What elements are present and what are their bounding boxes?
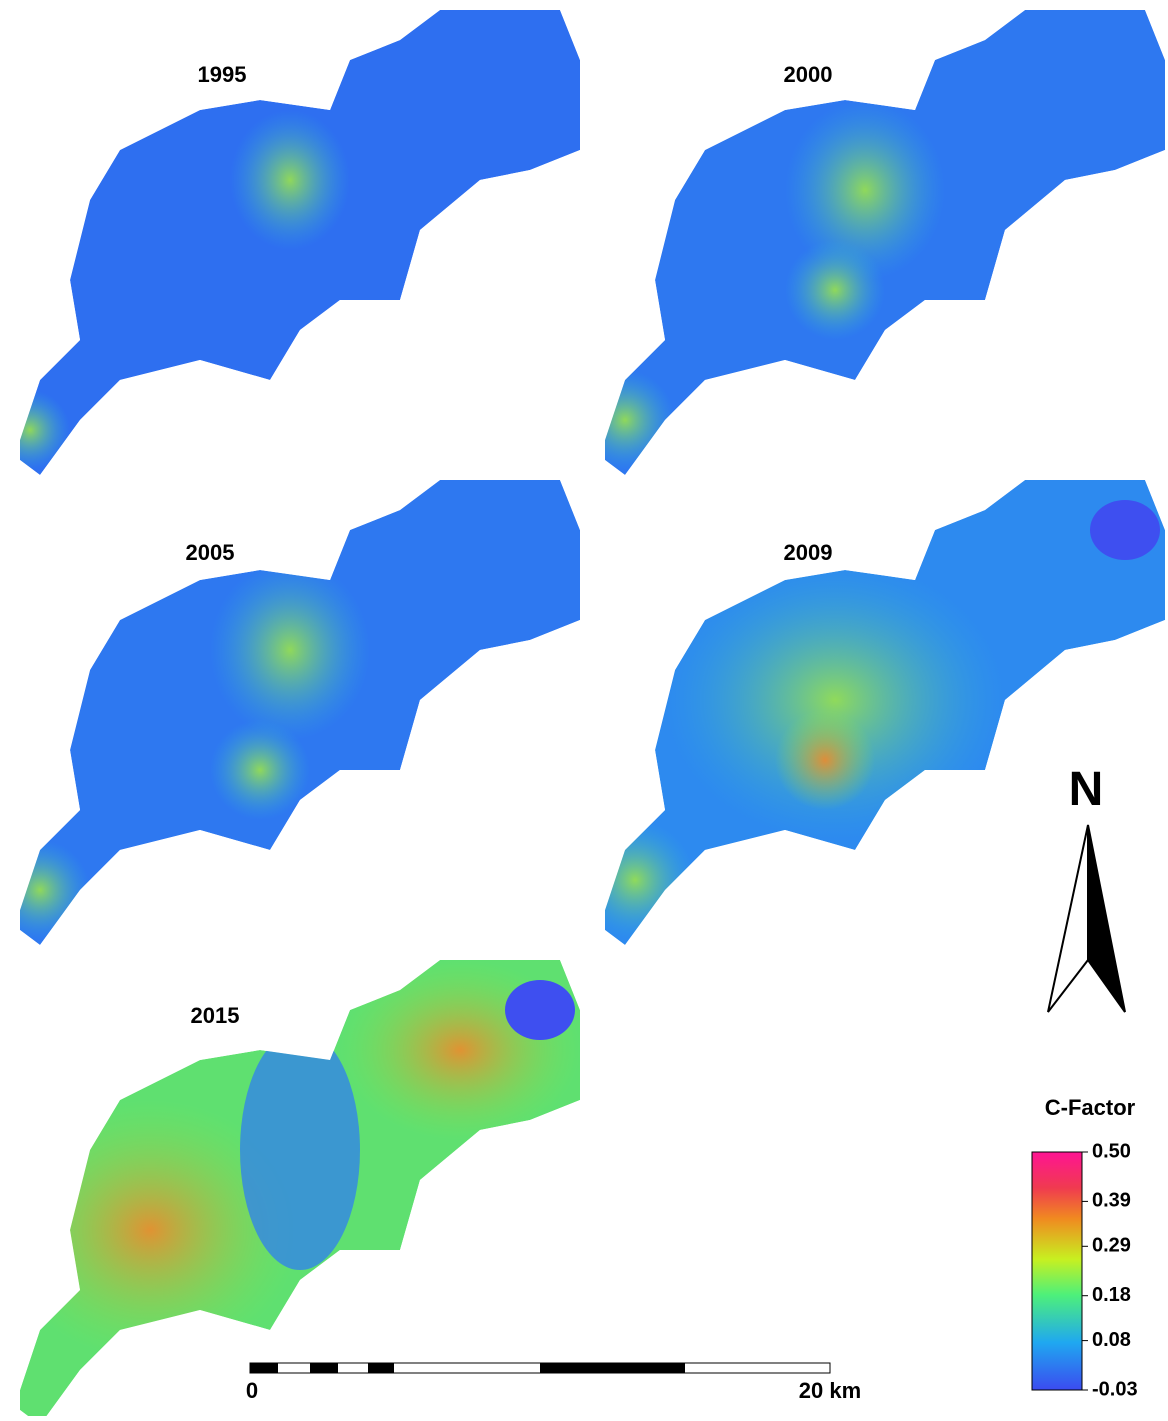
map-1995 [0,10,580,475]
panel-title: 2000 [784,62,833,87]
legend-tick-label: 0.29 [1092,1235,1131,1257]
legend-tick-label: 0.39 [1092,1190,1131,1212]
panel-title: 1995 [198,62,247,87]
legend-tick-label: -0.03 [1092,1378,1138,1400]
north-arrow: N [1048,763,1125,1012]
panel-title: 2015 [191,1003,240,1028]
panel-title: 2005 [186,540,235,565]
map-2015 [0,960,580,1416]
color-ramp [1032,1152,1082,1390]
scale-start: 0 [246,1378,258,1403]
legend-tick-label: 0.08 [1092,1329,1131,1351]
legend-tick-label: 0.50 [1092,1140,1131,1162]
map-2000 [575,10,1165,475]
legend-tick-label: 0.18 [1092,1284,1131,1306]
map-2005 [0,480,580,945]
figure: 1995 2000 2005 2009 2015 N C-Factor 0.50… [0,0,1168,1416]
panel-title: 2009 [784,540,833,565]
scale-bar: 0 20 km [246,1363,861,1403]
north-label: N [1069,763,1104,816]
scale-end: 20 km [799,1378,861,1403]
legend: C-Factor 0.50 0.39 0.29 0.18 0.08 -0.03 [1032,1095,1138,1400]
legend-title: C-Factor [1045,1095,1136,1120]
